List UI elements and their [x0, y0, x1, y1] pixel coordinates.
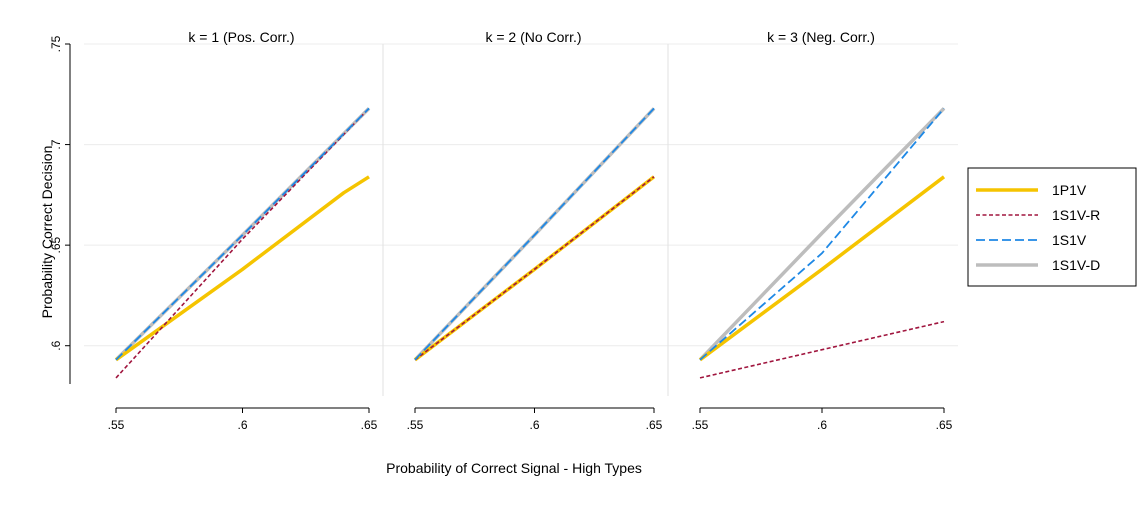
- series-line-1s1v-r: [115, 107, 370, 379]
- y-tick-label: .75: [49, 35, 63, 52]
- x-tick-label: .6: [817, 418, 827, 432]
- series-line-1p1v: [114, 175, 370, 362]
- x-tick-label: .6: [237, 418, 247, 432]
- plot-area: [668, 44, 958, 396]
- x-tick-label: .6: [529, 418, 539, 432]
- y-tick-label: .7: [49, 139, 63, 149]
- x-tick-label: .55: [407, 418, 424, 432]
- panel-3: .55 .6 .65 k = 3 (Neg. Corr.): [667, 29, 958, 432]
- panel-title: k = 2 (No Corr.): [485, 29, 581, 45]
- y-tick-label: .6: [49, 340, 63, 350]
- plot-area: [383, 44, 668, 396]
- x-tick-label: .55: [692, 418, 709, 432]
- x-tick-label: .65: [936, 418, 953, 432]
- series-line-1s1v: [115, 107, 370, 361]
- series-line-1s1v: [699, 107, 945, 361]
- legend-label: 1S1V: [1052, 232, 1087, 248]
- plot-area: [85, 44, 384, 396]
- x-tick-label: .55: [108, 418, 125, 432]
- x-tick-label: .65: [646, 418, 663, 432]
- legend-label: 1S1V-D: [1052, 257, 1100, 273]
- panel-title: k = 1 (Pos. Corr.): [188, 29, 294, 45]
- panel-title: k = 3 (Neg. Corr.): [767, 29, 875, 45]
- legend: 1P1V 1S1V-R 1S1V 1S1V-D: [967, 167, 1137, 287]
- series-line-1p1v: [698, 175, 946, 362]
- series-line-1s1v: [414, 107, 655, 361]
- x-axis-title: Probability of Correct Signal - High Typ…: [386, 460, 642, 476]
- series-line-1s1v-r: [699, 320, 945, 379]
- legend-label: 1S1V-R: [1052, 207, 1100, 223]
- x-tick-label: .65: [361, 418, 378, 432]
- panel-2: .55 .6 .65 k = 2 (No Corr.): [382, 29, 668, 432]
- legend-label: 1P1V: [1052, 182, 1087, 198]
- panels-group: .55 .6 .65 k = 1 (Pos. Corr.) .55 .6 .65 k = 2 …: [49, 29, 958, 432]
- y-tick-label: .65: [49, 236, 63, 253]
- series-line-1s1v-d: [698, 107, 946, 362]
- series-line-1s1v-r: [414, 176, 655, 361]
- panel-1: .55 .6 .65 k = 1 (Pos. Corr.): [84, 29, 384, 432]
- y-axis-title: Probability Correct Decision: [39, 146, 55, 319]
